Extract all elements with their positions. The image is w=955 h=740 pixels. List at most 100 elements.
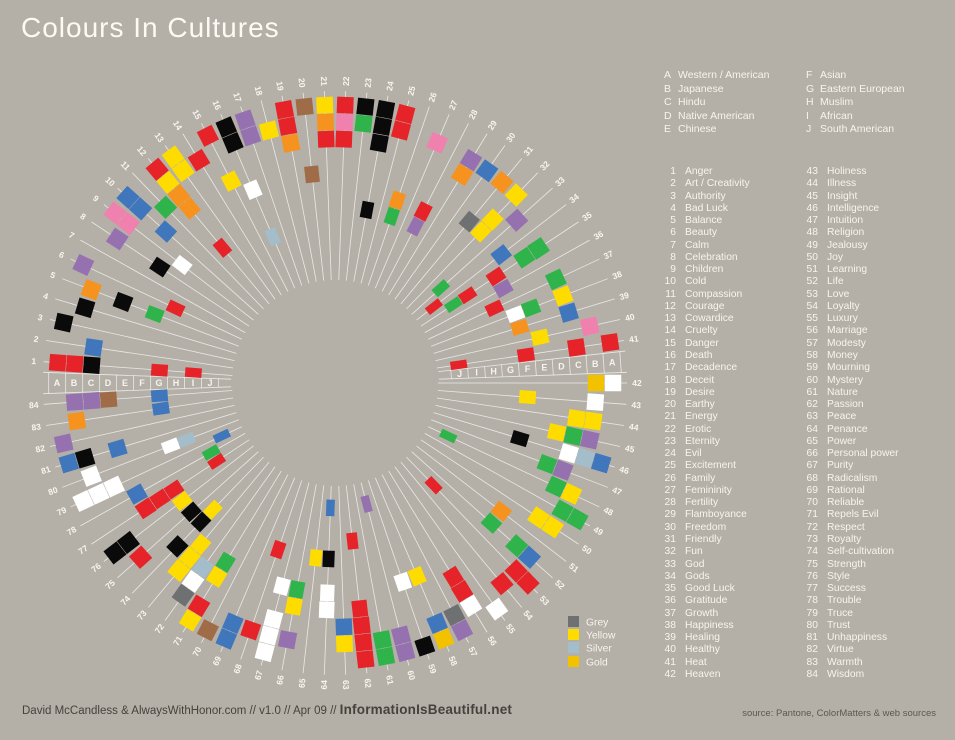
ring-letter-F-right: F — [525, 364, 531, 374]
concept-name-59: Mourning — [827, 362, 870, 374]
ring-strip-tick — [619, 351, 622, 373]
concept-name-23: Eternity — [685, 435, 720, 447]
wheel-cell-3-A — [53, 312, 74, 333]
concept-row-48: 48 Religion — [797, 227, 899, 239]
concept-number-76: 76 — [806, 570, 818, 582]
concept-row-8: 8 Celebration — [655, 252, 750, 264]
concept-row-32: 32 Fun — [655, 546, 750, 558]
wheel-cell-25-A — [395, 103, 416, 125]
concept-number-34: 34 — [664, 570, 676, 582]
wheel-cell-79-B — [87, 482, 110, 505]
concept-row-47: 47 Intuition — [797, 215, 899, 227]
spoke-label-45: 45 — [624, 443, 636, 455]
wheel-cell-48-J — [438, 428, 458, 444]
culture-name-F: Asian — [820, 69, 847, 81]
wheel-cell-51-E — [490, 500, 513, 522]
concept-name-33: God — [685, 558, 705, 570]
concept-row-16: 16 Death — [655, 350, 750, 362]
ring-letter-C-right: C — [575, 360, 582, 370]
concept-row-51: 51 Learning — [797, 264, 899, 276]
concept-number-36: 36 — [664, 595, 676, 607]
wheel-cell-22-A — [336, 96, 354, 114]
culture-legend-row-B: B Japanese — [664, 83, 769, 97]
culture-name-G: Eastern European — [820, 82, 905, 95]
spoke-label-20: 20 — [297, 78, 308, 89]
culture-name-E: Chinese — [678, 123, 717, 136]
wheel-cell-15-D — [220, 170, 242, 192]
wheel-cell-10-D — [154, 220, 178, 243]
ring-strip-tick — [467, 368, 469, 379]
concept-name-1: Anger — [685, 166, 713, 177]
wheel-cell-67-E — [272, 576, 291, 596]
wheel-cell-15-A — [196, 124, 220, 147]
wheel-cell-60-A — [395, 641, 416, 663]
concept-row-69: 69 Rational — [797, 485, 899, 497]
concept-row-62: 62 Passion — [797, 399, 899, 411]
concept-name-63: Peace — [827, 411, 857, 423]
concept-number-11: 11 — [665, 288, 676, 300]
spoke-label-51: 51 — [567, 561, 581, 575]
wheel-cell-63-C — [335, 618, 353, 636]
spoke-label-70: 70 — [190, 645, 203, 658]
concept-row-17: 17 Decadence — [655, 362, 750, 374]
spoke-line — [302, 92, 325, 281]
wheel-cell-69-A — [215, 628, 238, 650]
site-name: InformationIsBeautiful.net — [339, 702, 513, 717]
spoke-label-9: 9 — [91, 193, 101, 204]
wheel-cell-53-I — [424, 475, 443, 495]
spoke-label-18: 18 — [253, 85, 265, 97]
concept-number-80: 80 — [806, 619, 818, 631]
concept-row-43: 43 Holiness — [797, 166, 899, 178]
wheel-cell-41-C — [567, 338, 586, 357]
spoke-label-69: 69 — [210, 654, 223, 667]
spoke-label-64: 64 — [319, 680, 329, 690]
concept-name-73: Royalty — [827, 533, 862, 545]
culture-letter-I: I — [806, 109, 809, 122]
silver-label: Silver — [586, 643, 612, 655]
concept-number-35: 35 — [664, 583, 676, 595]
spoke-label-75: 75 — [103, 577, 117, 591]
concept-name-82: Virtue — [827, 644, 854, 656]
spoke-line — [132, 172, 264, 310]
concept-number-58: 58 — [806, 349, 818, 361]
ring-letter-G-right: G — [507, 365, 514, 375]
ring-letter-A-right: A — [609, 358, 616, 368]
culture-letter-D: D — [664, 109, 672, 122]
spoke-label-29: 29 — [486, 118, 500, 132]
concept-name-22: Erotic — [685, 423, 712, 435]
concept-number-14: 14 — [664, 325, 676, 337]
wheel-cell-30-B — [475, 159, 499, 183]
concept-name-52: Life — [827, 276, 844, 288]
metal-legend-row-gold: Gold — [568, 655, 615, 669]
ring-strip-tick — [568, 357, 571, 375]
wheel-cell-60-J — [360, 494, 373, 513]
concept-name-55: Luxury — [827, 313, 858, 325]
silver-swatch — [568, 642, 579, 654]
spoke-label-33: 33 — [553, 174, 567, 188]
wheel-cell-62-A — [356, 650, 375, 669]
wheel-cell-40-E — [530, 328, 550, 346]
concept-name-35: Good Luck — [685, 583, 735, 595]
wheel-cell-74-G — [202, 499, 223, 520]
wheel-cell-53-B — [504, 559, 528, 583]
yellow-label: Yellow — [586, 630, 616, 642]
ring-letter-B-right: B — [592, 359, 599, 369]
wheel-cell-21-B — [316, 113, 335, 131]
wheel-cell-81-A — [58, 452, 80, 474]
concept-name-51: Learning — [827, 264, 868, 276]
grey-label: Grey — [586, 617, 609, 629]
spoke-line — [367, 480, 430, 660]
concept-number-74: 74 — [806, 546, 818, 558]
wheel-cell-9-A — [103, 201, 127, 225]
concept-number-65: 65 — [806, 435, 818, 447]
concept-number-37: 37 — [664, 607, 676, 619]
wheel-cell-19-A — [274, 99, 295, 120]
concept-name-13: Cowardice — [685, 313, 734, 325]
wheel-cell-6-A — [72, 254, 95, 276]
concept-row-40: 40 Healthy — [655, 644, 750, 656]
page-title: Colours In Cultures — [21, 12, 280, 43]
wheel-cell-34-J — [424, 298, 443, 315]
concept-name-75: Strength — [827, 558, 866, 570]
concept-row-35: 35 Good Luck — [655, 583, 750, 595]
wheel-cell-42-B — [587, 374, 605, 392]
